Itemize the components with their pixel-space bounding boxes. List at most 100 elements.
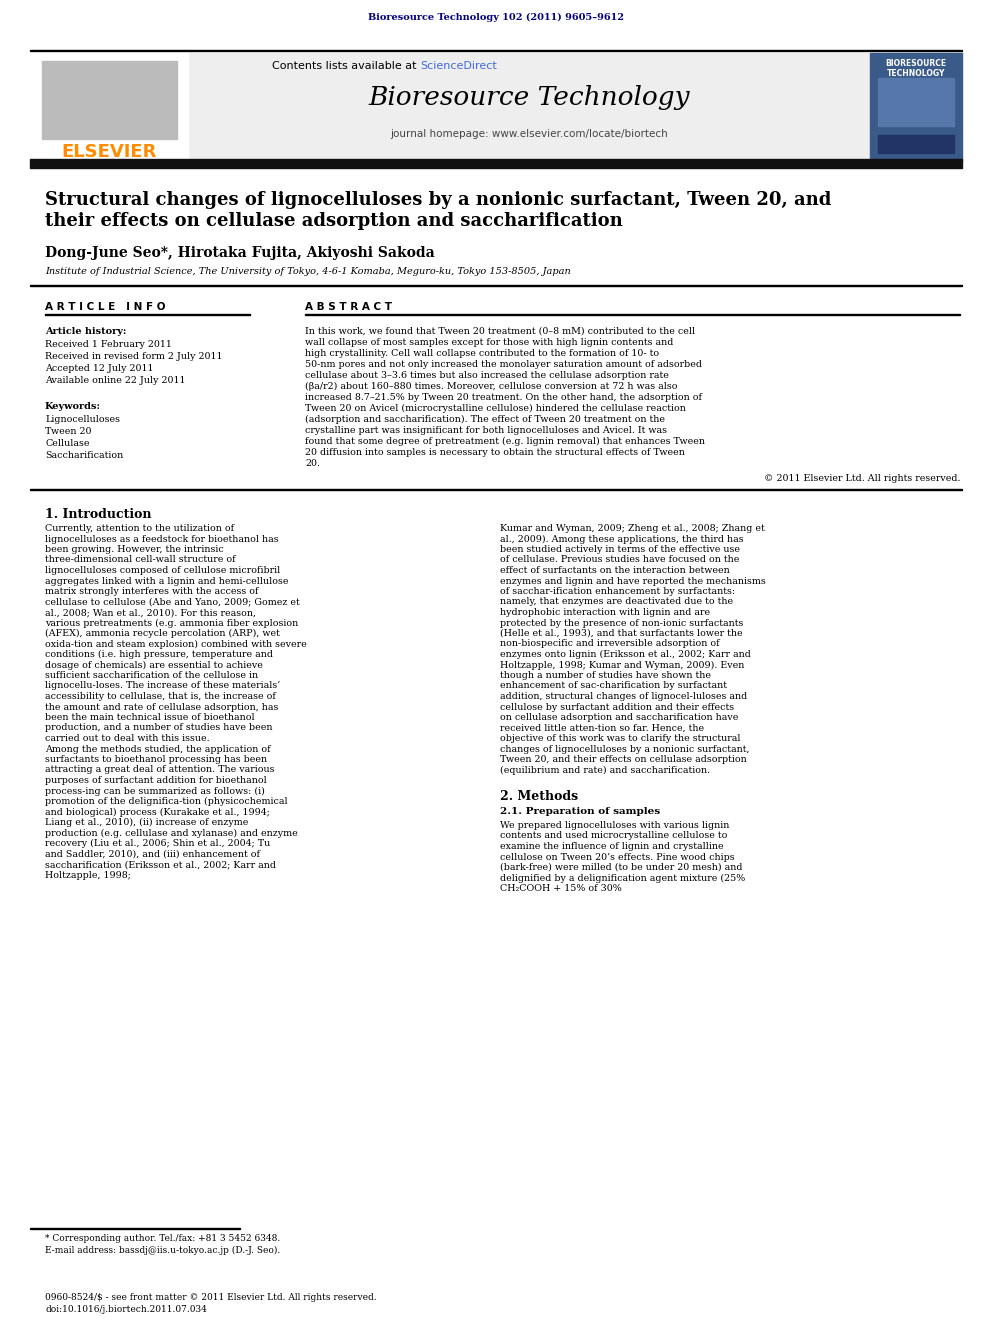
Text: lignocellu-loses. The increase of these materials’: lignocellu-loses. The increase of these … [45,681,281,691]
Text: cellulose by surfactant addition and their effects: cellulose by surfactant addition and the… [500,703,734,712]
Text: Among the methods studied, the application of: Among the methods studied, the applicati… [45,745,271,754]
Text: and Saddler, 2010), and (iii) enhancement of: and Saddler, 2010), and (iii) enhancemen… [45,849,260,859]
Text: surfactants to bioethanol processing has been: surfactants to bioethanol processing has… [45,755,267,763]
Text: crystalline part was insignificant for both lignocelluloses and Avicel. It was: crystalline part was insignificant for b… [305,426,667,435]
Text: recovery (Liu et al., 2006; Shin et al., 2004; Tu: recovery (Liu et al., 2006; Shin et al.,… [45,839,270,848]
Text: 1. Introduction: 1. Introduction [45,508,152,521]
Text: Currently, attention to the utilization of: Currently, attention to the utilization … [45,524,234,533]
Text: various pretreatments (e.g. ammonia fiber explosion: various pretreatments (e.g. ammonia fibe… [45,618,299,627]
Text: 2.1. Preparation of samples: 2.1. Preparation of samples [500,807,660,816]
Text: 2. Methods: 2. Methods [500,790,578,803]
Bar [42,61,177,139]
Text: Kumar and Wyman, 2009; Zheng et al., 2008; Zhang et: Kumar and Wyman, 2009; Zheng et al., 200… [500,524,765,533]
Text: Tween 20, and their effects on cellulase adsorption: Tween 20, and their effects on cellulase… [500,755,747,763]
Text: (bark-free) were milled (to be under 20 mesh) and: (bark-free) were milled (to be under 20 … [500,863,742,872]
Text: 50-nm pores and not only increased the monolayer saturation amount of adsorbed: 50-nm pores and not only increased the m… [305,360,702,369]
Text: non-biospecific and irreversible adsorption of: non-biospecific and irreversible adsorpt… [500,639,719,648]
Text: carried out to deal with this issue.: carried out to deal with this issue. [45,734,209,744]
Text: enzymes and lignin and have reported the mechanisms: enzymes and lignin and have reported the… [500,577,766,586]
Text: found that some degree of pretreatment (e.g. lignin removal) that enhances Tween: found that some degree of pretreatment (… [305,437,705,446]
Text: Tween 20: Tween 20 [45,427,91,437]
Text: 20.: 20. [305,459,320,468]
Text: Received 1 February 2011: Received 1 February 2011 [45,340,172,349]
Text: A B S T R A C T: A B S T R A C T [305,302,392,312]
Bar [30,159,962,168]
Text: Lignocelluloses: Lignocelluloses [45,415,120,423]
Text: Received in revised form 2 July 2011: Received in revised form 2 July 2011 [45,352,222,361]
Text: changes of lignocelluloses by a nonionic surfactant,: changes of lignocelluloses by a nonionic… [500,745,750,754]
Bar [878,78,954,126]
Text: high crystallinity. Cell wall collapse contributed to the formation of 10- to: high crystallinity. Cell wall collapse c… [305,349,659,359]
Text: sufficient saccharification of the cellulose in: sufficient saccharification of the cellu… [45,671,258,680]
Text: Structural changes of lignocelluloses by a nonionic surfactant, Tween 20, and: Structural changes of lignocelluloses by… [45,191,831,209]
Text: addition, structural changes of lignocel-luloses and: addition, structural changes of lignocel… [500,692,747,701]
Text: conditions (i.e. high pressure, temperature and: conditions (i.e. high pressure, temperat… [45,650,273,659]
Text: accessibility to cellulase, that is, the increase of: accessibility to cellulase, that is, the… [45,692,276,701]
Text: In this work, we found that Tween 20 treatment (0–8 mM) contributed to the cell: In this work, we found that Tween 20 tre… [305,327,695,336]
Text: Cellulase: Cellulase [45,439,89,448]
Text: protected by the presence of non-ionic surfactants: protected by the presence of non-ionic s… [500,618,743,627]
Text: been growing. However, the intrinsic: been growing. However, the intrinsic [45,545,224,554]
Text: lignocelluloses composed of cellulose microfibril: lignocelluloses composed of cellulose mi… [45,566,281,576]
Text: enzymes onto lignin (Eriksson et al., 2002; Karr and: enzymes onto lignin (Eriksson et al., 20… [500,650,751,659]
Text: been studied actively in terms of the effective use: been studied actively in terms of the ef… [500,545,740,554]
Text: CH₂COOH + 15% of 30%: CH₂COOH + 15% of 30% [500,884,622,893]
Text: (equilibrium and rate) and saccharification.: (equilibrium and rate) and saccharificat… [500,766,710,775]
Text: promotion of the delignifica-tion (physicochemical: promotion of the delignifica-tion (physi… [45,796,288,806]
Text: al., 2008; Wan et al., 2010). For this reason,: al., 2008; Wan et al., 2010). For this r… [45,609,256,617]
Text: ELSEVIER: ELSEVIER [62,143,157,161]
Text: hydrophobic interaction with lignin and are: hydrophobic interaction with lignin and … [500,609,710,617]
Text: wall collapse of most samples except for those with high lignin contents and: wall collapse of most samples except for… [305,337,674,347]
Text: saccharification (Eriksson et al., 2002; Karr and: saccharification (Eriksson et al., 2002;… [45,860,276,869]
Text: A R T I C L E   I N F O: A R T I C L E I N F O [45,302,166,312]
Text: 20 diffusion into samples is necessary to obtain the structural effects of Tween: 20 diffusion into samples is necessary t… [305,448,684,456]
Bar [878,135,954,153]
Text: (adsorption and saccharification). The effect of Tween 20 treatment on the: (adsorption and saccharification). The e… [305,415,665,425]
Text: Bioresource Technology: Bioresource Technology [368,85,689,110]
Text: (Helle et al., 1993), and that surfactants lower the: (Helle et al., 1993), and that surfactan… [500,628,743,638]
Text: Institute of Industrial Science, The University of Tokyo, 4-6-1 Komaba, Meguro-k: Institute of Industrial Science, The Uni… [45,267,570,277]
Text: matrix strongly interferes with the access of: matrix strongly interferes with the acce… [45,587,259,595]
Text: of cellulase. Previous studies have focused on the: of cellulase. Previous studies have focu… [500,556,739,565]
Text: namely, that enzymes are deactivated due to the: namely, that enzymes are deactivated due… [500,598,733,606]
Text: (AFEX), ammonia recycle percolation (ARP), wet: (AFEX), ammonia recycle percolation (ARP… [45,628,280,638]
Text: though a number of studies have shown the: though a number of studies have shown th… [500,671,711,680]
Text: Contents lists available at: Contents lists available at [272,61,420,71]
Text: 0960-8524/$ - see front matter © 2011 Elsevier Ltd. All rights reserved.: 0960-8524/$ - see front matter © 2011 El… [45,1293,377,1302]
Text: Article history:: Article history: [45,327,126,336]
Text: delignified by a delignification agent mixture (25%: delignified by a delignification agent m… [500,873,745,882]
Text: © 2011 Elsevier Ltd. All rights reserved.: © 2011 Elsevier Ltd. All rights reserved… [764,474,960,483]
Text: BIORESOURCE
TECHNOLOGY: BIORESOURCE TECHNOLOGY [886,60,946,78]
Text: Holtzapple, 1998; Kumar and Wyman, 2009). Even: Holtzapple, 1998; Kumar and Wyman, 2009)… [500,660,744,669]
Text: the amount and rate of cellulase adsorption, has: the amount and rate of cellulase adsorpt… [45,703,279,712]
Text: cellulase to cellulose (Abe and Yano, 2009; Gomez et: cellulase to cellulose (Abe and Yano, 20… [45,598,300,606]
Text: al., 2009). Among these applications, the third has: al., 2009). Among these applications, th… [500,534,744,544]
Text: contents and used microcrystalline cellulose to: contents and used microcrystalline cellu… [500,831,727,840]
Text: purposes of surfactant addition for bioethanol: purposes of surfactant addition for bioe… [45,777,267,785]
Text: doi:10.1016/j.biortech.2011.07.034: doi:10.1016/j.biortech.2011.07.034 [45,1304,207,1314]
Text: journal homepage: www.elsevier.com/locate/biortech: journal homepage: www.elsevier.com/locat… [390,130,668,139]
Text: Keywords:: Keywords: [45,402,101,411]
Text: lignocelluloses as a feedstock for bioethanol has: lignocelluloses as a feedstock for bioet… [45,534,279,544]
Text: We prepared lignocelluloses with various lignin: We prepared lignocelluloses with various… [500,822,729,830]
Text: Liang et al., 2010), (ii) increase of enzyme: Liang et al., 2010), (ii) increase of en… [45,818,248,827]
Text: production (e.g. cellulase and xylanase) and enzyme: production (e.g. cellulase and xylanase)… [45,828,298,837]
Text: on cellulase adsorption and saccharification have: on cellulase adsorption and saccharifica… [500,713,738,722]
Text: effect of surfactants on the interaction between: effect of surfactants on the interaction… [500,566,730,576]
Text: cellulose on Tween 20’s effects. Pine wood chips: cellulose on Tween 20’s effects. Pine wo… [500,852,735,861]
Text: received little atten-tion so far. Hence, the: received little atten-tion so far. Hence… [500,724,704,733]
Text: (βa/r2) about 160–880 times. Moreover, cellulose conversion at 72 h was also: (βa/r2) about 160–880 times. Moreover, c… [305,382,678,392]
Bar [188,53,870,161]
Text: process-ing can be summarized as follows: (i): process-ing can be summarized as follows… [45,786,265,795]
Text: been the main technical issue of bioethanol: been the main technical issue of bioetha… [45,713,255,722]
Text: Saccharification: Saccharification [45,451,123,460]
Text: aggregates linked with a lignin and hemi-cellulose: aggregates linked with a lignin and hemi… [45,577,289,586]
Bar [870,53,962,161]
Text: three-dimensional cell-wall structure of: three-dimensional cell-wall structure of [45,556,236,565]
Bar [30,49,962,52]
Text: * Corresponding author. Tel./fax: +81 3 5452 6348.: * Corresponding author. Tel./fax: +81 3 … [45,1234,281,1244]
Text: and biological) process (Kurakake et al., 1994;: and biological) process (Kurakake et al.… [45,807,270,816]
Text: Tween 20 on Avicel (microcrystalline cellulose) hindered the cellulase reaction: Tween 20 on Avicel (microcrystalline cel… [305,404,685,413]
Text: increased 8.7–21.5% by Tween 20 treatment. On the other hand, the adsorption of: increased 8.7–21.5% by Tween 20 treatmen… [305,393,702,402]
Text: objective of this work was to clarify the structural: objective of this work was to clarify th… [500,734,740,744]
